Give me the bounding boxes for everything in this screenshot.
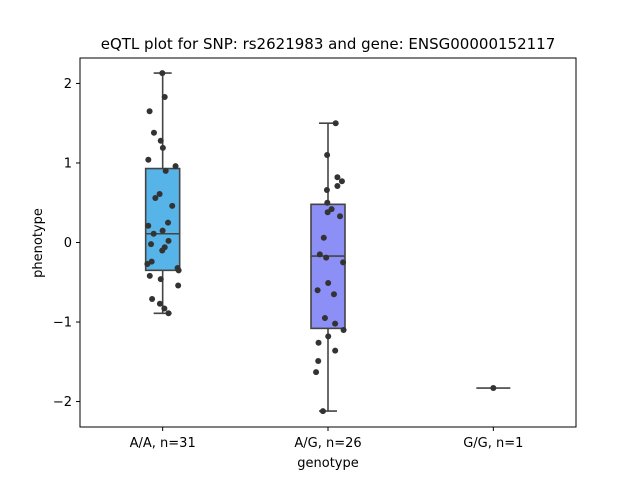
data-point (159, 144, 166, 151)
data-point (323, 254, 330, 261)
data-point (332, 320, 339, 327)
data-point (332, 120, 339, 127)
data-point (159, 227, 166, 234)
y-tick-label: 0 (64, 236, 72, 251)
y-tick-label: −2 (53, 395, 72, 410)
data-point (161, 305, 168, 312)
data-point (146, 108, 153, 115)
data-point (314, 287, 321, 294)
data-point (159, 70, 166, 77)
data-point (161, 93, 168, 100)
y-axis-label: phenotype (31, 208, 46, 278)
x-tick-label: G/G, n=1 (463, 436, 523, 451)
data-point (324, 199, 331, 206)
data-point (175, 267, 182, 274)
data-point (149, 295, 156, 302)
data-point (157, 137, 164, 144)
data-point (152, 194, 159, 201)
data-point (315, 339, 322, 346)
data-point (316, 251, 323, 258)
data-point (490, 385, 497, 392)
y-tick-label: 2 (64, 77, 72, 92)
data-point (159, 247, 166, 254)
data-point (330, 291, 337, 298)
data-point (324, 209, 331, 216)
x-tick-label: A/A, n=31 (130, 436, 196, 451)
data-point (169, 202, 176, 209)
data-point (150, 129, 157, 136)
iqr-box (310, 203, 346, 330)
data-point (175, 282, 182, 289)
data-point (148, 241, 155, 248)
data-point (145, 156, 152, 163)
x-tick-label: A/G, n=26 (294, 436, 361, 451)
data-point (321, 315, 328, 322)
data-point (323, 187, 330, 194)
data-point (334, 183, 341, 190)
y-axis: −2 −1 0 1 2 (53, 77, 80, 410)
data-point (156, 300, 163, 307)
data-point (165, 219, 172, 226)
data-point (144, 260, 151, 267)
data-point (334, 174, 341, 181)
data-point (165, 310, 172, 317)
data-point (320, 234, 327, 241)
x-axis: A/A, n=31 A/G, n=26 G/G, n=1 (130, 427, 523, 451)
data-point (146, 272, 153, 279)
y-tick-label: 1 (64, 156, 72, 171)
data-point (338, 178, 345, 185)
box-group-layer (144, 72, 511, 412)
data-point (162, 167, 169, 174)
x-axis-label: genotype (297, 456, 358, 471)
data-point (150, 230, 157, 237)
data-point (145, 222, 152, 229)
data-point (157, 276, 164, 283)
iqr-box (144, 167, 181, 272)
data-point (340, 326, 347, 333)
y-tick-label: −1 (53, 316, 72, 331)
data-point (172, 163, 179, 170)
data-point (165, 237, 172, 244)
chart-title: eQTL plot for SNP: rs2621983 and gene: E… (101, 35, 556, 53)
data-point (325, 280, 332, 287)
data-point (324, 152, 331, 159)
data-point (315, 357, 322, 364)
data-point (332, 347, 339, 354)
data-point (156, 190, 163, 197)
data-point (340, 259, 347, 266)
data-point (313, 369, 320, 376)
data-point (325, 333, 332, 340)
data-point (319, 408, 326, 415)
point-layer (144, 70, 497, 415)
data-point (336, 213, 343, 220)
